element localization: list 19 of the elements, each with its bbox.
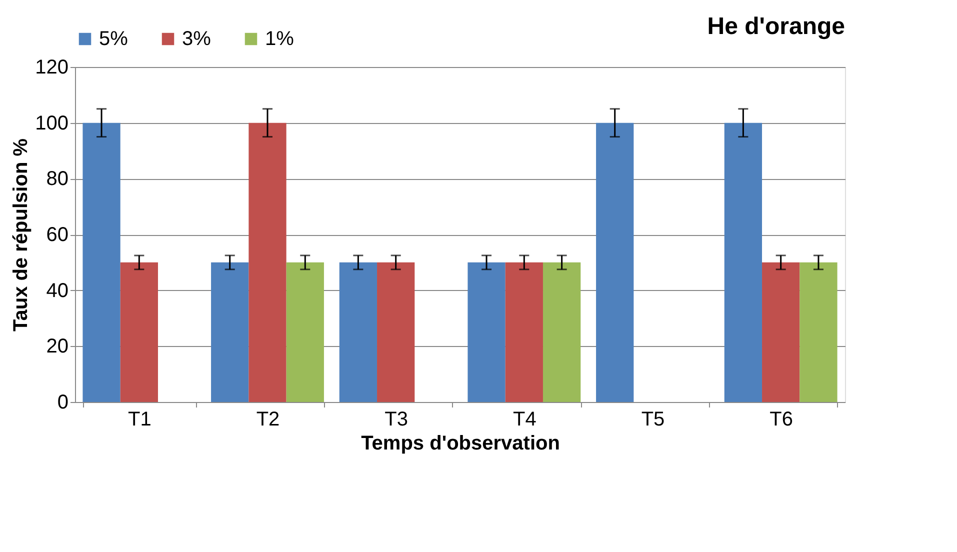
x-tick-label: T1 xyxy=(128,408,152,430)
y-tick-label: 60 xyxy=(46,224,68,246)
legend-label: 1% xyxy=(265,28,294,50)
x-tick-label: T2 xyxy=(256,408,280,430)
y-tick-label: 0 xyxy=(57,392,68,414)
x-tick-label: T4 xyxy=(512,408,536,430)
y-tick-label: 40 xyxy=(46,280,68,302)
y-tick-label: 80 xyxy=(46,168,68,190)
x-axis-title: Temps d'observation xyxy=(361,432,560,454)
x-tick-label: T5 xyxy=(641,408,665,430)
legend-label: 5% xyxy=(99,28,128,50)
chart-title: He d'orange xyxy=(707,13,845,40)
legend-label: 3% xyxy=(182,28,212,50)
y-tick-label: 120 xyxy=(35,56,68,78)
x-tick-label: T3 xyxy=(384,408,408,430)
y-tick-label: 20 xyxy=(46,336,68,358)
x-tick-label: T6 xyxy=(770,408,794,430)
y-axis-title: Taux de répulsion % xyxy=(10,138,32,332)
y-tick-label: 100 xyxy=(35,112,68,134)
